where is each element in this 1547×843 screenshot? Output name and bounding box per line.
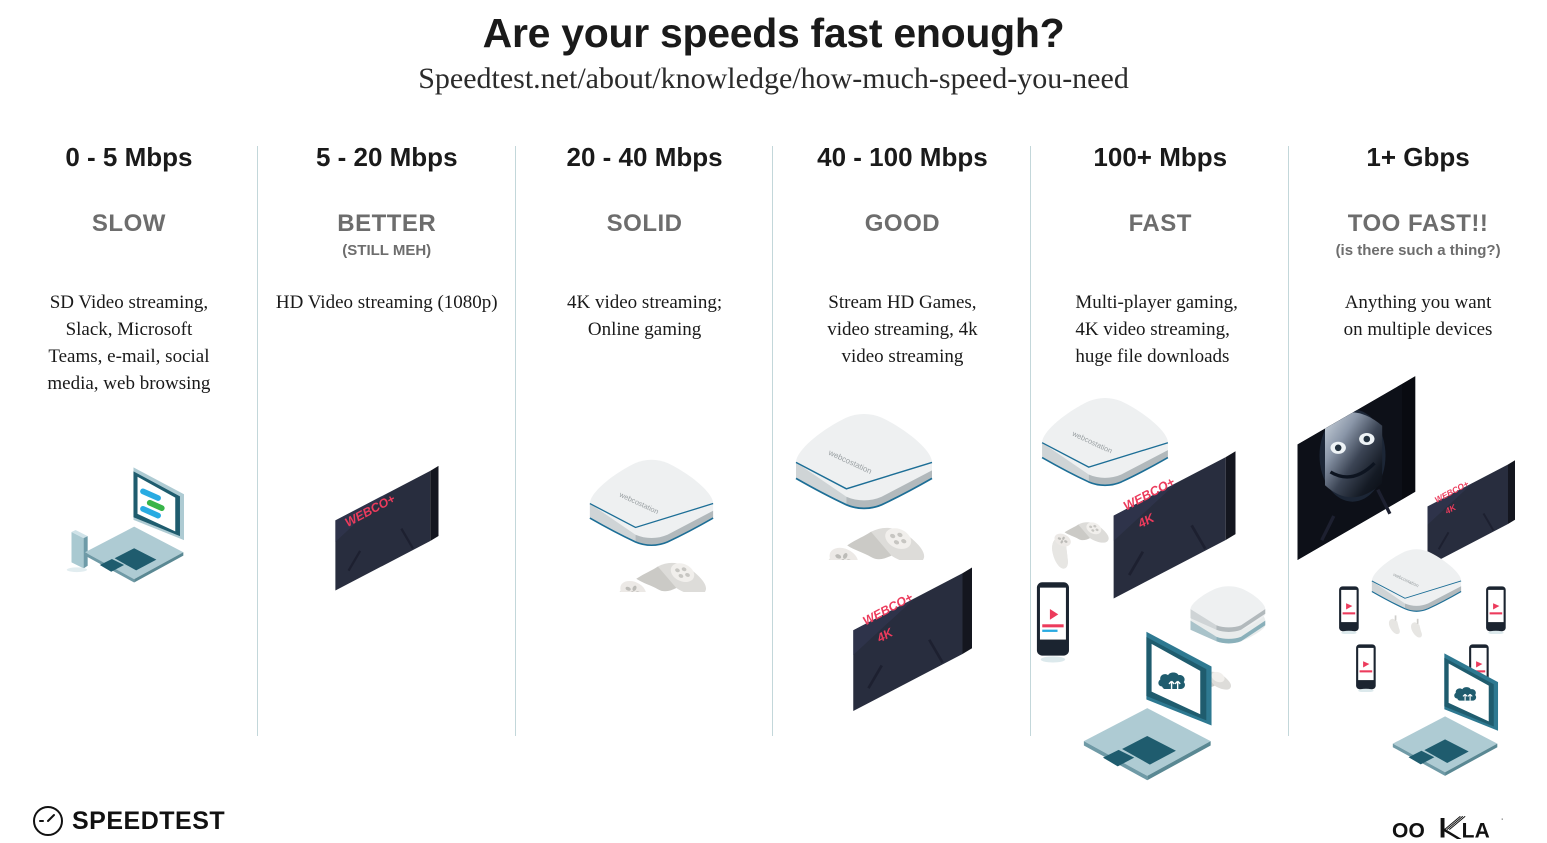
svg-text:LA: LA	[1462, 820, 1490, 843]
svg-text:OO: OO	[1392, 820, 1425, 843]
svg-text:': '	[1502, 819, 1503, 825]
